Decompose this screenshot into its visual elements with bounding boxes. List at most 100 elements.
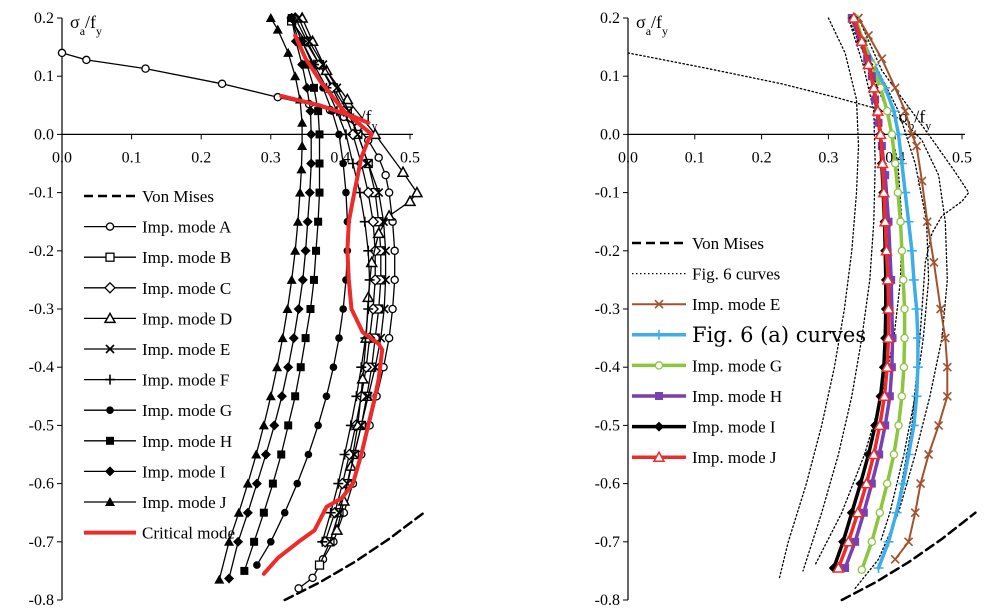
y-tick-label: -0.6	[595, 476, 620, 493]
legend-label: Imp. mode C	[142, 279, 231, 298]
legend-item-imp-mode-g: Imp. mode G	[632, 356, 782, 375]
data-point-imp-mode-g	[897, 392, 907, 401]
data-point-imp-mode-j	[251, 449, 262, 459]
legend-label: Critical mode	[142, 524, 235, 543]
legend-label: Von Mises	[692, 234, 764, 253]
legend-item-imp-mode-j: Imp. mode J	[84, 493, 227, 512]
data-point-imp-mode-j	[832, 561, 845, 573]
data-point-imp-mode-j	[851, 506, 865, 518]
data-point-imp-mode-h	[887, 363, 896, 372]
series-line-fig-6-curve-6	[851, 17, 930, 543]
data-point-imp-mode-e	[910, 508, 920, 518]
x-tick-label: 0.2	[752, 149, 772, 166]
series-imp-mode-j	[832, 11, 895, 573]
data-point-imp-mode-j	[242, 478, 253, 488]
legend-label: Imp. mode I	[692, 418, 776, 437]
data-point-fig-6-a-curves	[908, 274, 919, 285]
data-point-imp-mode-e	[929, 257, 939, 268]
y-tick-label: 0.0	[34, 126, 54, 143]
x-tick-label: 0.3	[818, 149, 838, 166]
data-point-imp-mode-e	[353, 129, 363, 139]
data-point-imp-mode-e	[378, 217, 389, 227]
data-point-imp-mode-j	[282, 304, 293, 313]
data-point-imp-mode-g	[335, 334, 343, 342]
legend-item-imp-mode-i: Imp. mode I	[632, 418, 776, 437]
legend-label: Imp. mode F	[142, 371, 229, 390]
data-point-imp-mode-h	[306, 305, 315, 313]
left-panel: 0.2 0.1 0.0 -0.1 -0.2 -0.3 -0.4 -0.5 -0.6 -0.7 -0.…	[29, 10, 426, 609]
legend-label: Imp. mode E	[692, 295, 780, 314]
x-tick-label: 0.1	[685, 149, 705, 166]
data-point-imp-mode-a	[381, 170, 390, 180]
legend-item-imp-mode-d: Imp. mode D	[84, 309, 232, 328]
legend-marker	[103, 311, 117, 324]
data-point-imp-mode-e	[924, 449, 934, 460]
data-point-fig-6-a-curves	[883, 536, 894, 547]
data-point-imp-mode-i	[306, 129, 317, 140]
data-point-imp-mode-f	[333, 478, 344, 489]
data-point-imp-mode-d	[396, 165, 410, 177]
data-point-imp-mode-j	[290, 71, 301, 81]
data-point-imp-mode-c	[362, 186, 375, 199]
y-tick-label: 0.1	[600, 68, 620, 85]
data-point-imp-mode-h	[296, 363, 305, 372]
legend-marker	[105, 344, 115, 354]
legend-marker	[106, 436, 114, 445]
data-point-imp-mode-e	[304, 36, 314, 46]
data-point-imp-mode-a	[141, 64, 150, 73]
data-point-imp-mode-j	[297, 141, 308, 151]
x-tick-label: 0.0	[52, 149, 72, 166]
data-point-imp-mode-j	[880, 360, 894, 372]
legend-marker	[104, 281, 116, 294]
data-point-imp-mode-a	[388, 304, 397, 314]
data-point-imp-mode-f	[325, 507, 336, 518]
data-point-imp-mode-h	[881, 421, 890, 430]
series-line-fig-6-curves	[627, 52, 948, 590]
legend-label: Imp. mode H	[142, 432, 232, 451]
legend-item-imp-mode-e: Imp. mode E	[84, 340, 230, 359]
legend-marker	[105, 497, 115, 506]
legend-marker	[105, 466, 115, 477]
data-point-imp-mode-g	[882, 106, 892, 116]
data-point-imp-mode-f	[354, 187, 365, 198]
data-point-imp-mode-f	[317, 536, 328, 547]
data-point-imp-mode-i	[276, 391, 287, 402]
data-point-imp-mode-g	[293, 479, 302, 488]
data-point-imp-mode-h	[851, 537, 860, 546]
y-tick-label: -0.4	[595, 359, 620, 376]
data-point-imp-mode-i	[305, 106, 316, 117]
series-line-von-mises	[840, 511, 977, 602]
data-point-imp-mode-j	[855, 34, 869, 47]
y-axis-title: σa/fy	[70, 12, 102, 38]
y-tick-label: -0.8	[595, 592, 620, 609]
data-point-imp-mode-d	[403, 194, 417, 207]
data-point-imp-mode-h	[315, 159, 324, 168]
data-point-fig-6-a-curves	[903, 449, 914, 460]
data-point-imp-mode-e	[900, 106, 910, 116]
legend-label: Imp. mode J	[692, 448, 777, 467]
y-tick-label: -0.1	[595, 185, 620, 202]
data-point-imp-mode-j	[295, 187, 306, 197]
data-point-imp-mode-h	[259, 508, 268, 517]
data-point-imp-mode-g	[882, 479, 892, 488]
data-point-imp-mode-e	[912, 141, 922, 151]
legend-marker	[654, 299, 664, 309]
data-point-imp-mode-e	[363, 391, 373, 401]
data-point-imp-mode-g	[893, 188, 903, 197]
data-point-imp-mode-j	[847, 11, 861, 23]
data-point-fig-6-a-curves	[903, 216, 914, 227]
legend: Von Mises Fig. 6 curves Imp. mode E Fig. 6 …	[632, 234, 866, 467]
data-point-imp-mode-j	[290, 245, 301, 255]
legend-item-critical-mode: Critical mode	[84, 524, 235, 543]
data-point-imp-mode-a	[384, 188, 394, 197]
data-point-imp-mode-h	[240, 566, 249, 575]
data-point-imp-mode-h	[888, 334, 897, 343]
data-point-imp-mode-i	[283, 362, 294, 373]
data-point-imp-mode-e	[940, 333, 950, 343]
data-point-imp-mode-j	[874, 127, 887, 140]
data-point-imp-mode-g	[304, 450, 313, 459]
y-tick-label: -0.3	[595, 301, 620, 318]
data-point-imp-mode-j	[296, 164, 307, 174]
y-tick-label: -0.5	[29, 417, 54, 434]
